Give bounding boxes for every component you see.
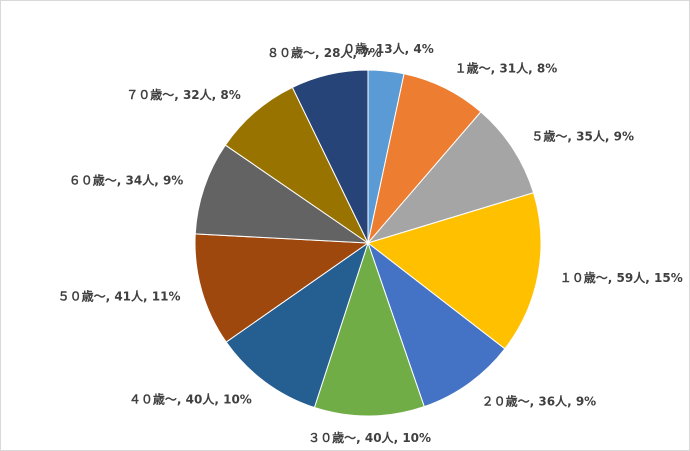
label-separator: ,: [174, 88, 183, 102]
label-percent: 9%: [576, 394, 596, 408]
label-value: 59人: [617, 270, 647, 285]
pie-slice: [194, 144, 370, 244]
label-category: １歳～: [455, 60, 491, 75]
label-separator: ,: [645, 271, 654, 285]
pie-slice: [224, 86, 370, 245]
label-category: ５歳～: [531, 128, 567, 143]
label-separator: ,: [356, 430, 365, 444]
label-separator: ,: [117, 173, 126, 187]
label-category: ６０歳～: [69, 172, 117, 187]
pie-slice: [313, 241, 425, 417]
label-separator: ,: [177, 392, 186, 406]
pie-slice: [194, 233, 370, 343]
label-percent: 10%: [223, 392, 252, 406]
label-category: ４０歳～: [129, 391, 177, 406]
label-separator: ,: [528, 61, 537, 75]
label-value: 40人: [186, 391, 216, 406]
label-separator: ,: [143, 289, 152, 303]
label-category: ５０歳～: [58, 288, 106, 303]
label-separator: ,: [567, 394, 576, 408]
label-separator: ,: [567, 129, 576, 143]
label-separator: ,: [214, 392, 223, 406]
label-percent: 11%: [152, 289, 181, 303]
data-label: ５歳～, 35人, 9%: [531, 128, 634, 143]
label-separator: ,: [605, 129, 614, 143]
label-separator: ,: [212, 88, 221, 102]
label-percent: 9%: [163, 173, 183, 187]
label-value: 36人: [538, 393, 568, 408]
data-label: ３０歳～, 40人, 10%: [308, 429, 431, 444]
label-category: ２０歳～: [482, 393, 530, 408]
label-value: 35人: [576, 128, 606, 143]
label-value: 28人: [324, 44, 354, 59]
label-separator: ,: [491, 61, 500, 75]
pie-slice: [366, 241, 506, 408]
label-category: ８０歳～: [267, 44, 315, 59]
label-separator: ,: [367, 42, 376, 56]
pie-slice: [366, 192, 542, 350]
label-separator: ,: [315, 45, 324, 59]
label-category: ０歳: [343, 41, 367, 56]
label-percent: 9%: [614, 129, 634, 143]
label-category: ３０歳～: [308, 429, 356, 444]
label-separator: ,: [394, 430, 403, 444]
label-percent: 10%: [402, 430, 431, 444]
label-value: 41人: [114, 288, 144, 303]
label-value: 31人: [499, 60, 529, 75]
label-percent: 8%: [220, 88, 240, 102]
data-label: １０歳～, 59人, 15%: [560, 270, 683, 285]
label-value: 32人: [183, 87, 213, 102]
label-percent: 4%: [413, 42, 433, 56]
label-separator: ,: [608, 271, 617, 285]
label-percent: 7%: [361, 45, 381, 59]
data-label: ０歳, 13人, 4%: [343, 41, 434, 56]
label-separator: ,: [405, 42, 414, 56]
label-category: １０歳～: [560, 270, 608, 285]
label-separator: ,: [106, 289, 115, 303]
label-category: ７０歳～: [126, 87, 174, 102]
label-separator: ,: [352, 45, 361, 59]
data-label: １歳～, 31人, 8%: [455, 60, 558, 75]
data-label: ８０歳～, 28人, 7%: [267, 44, 382, 59]
label-value: 40人: [365, 429, 395, 444]
label-value: 13人: [376, 41, 406, 56]
label-separator: ,: [154, 173, 163, 187]
label-percent: 8%: [537, 61, 557, 75]
pie-slice: [366, 111, 535, 244]
data-label: ５０歳～, 41人, 11%: [58, 288, 181, 303]
label-separator: ,: [530, 394, 539, 408]
data-label: ６０歳～, 34人, 9%: [69, 172, 184, 187]
label-percent: 15%: [654, 271, 683, 285]
data-label: ４０歳～, 40人, 10%: [129, 391, 252, 406]
data-label: ７０歳～, 32人, 8%: [126, 87, 241, 102]
pie-slice: [291, 69, 369, 244]
pie-slice: [225, 241, 369, 409]
label-value: 34人: [126, 172, 156, 187]
data-label: ２０歳～, 36人, 9%: [482, 393, 597, 408]
